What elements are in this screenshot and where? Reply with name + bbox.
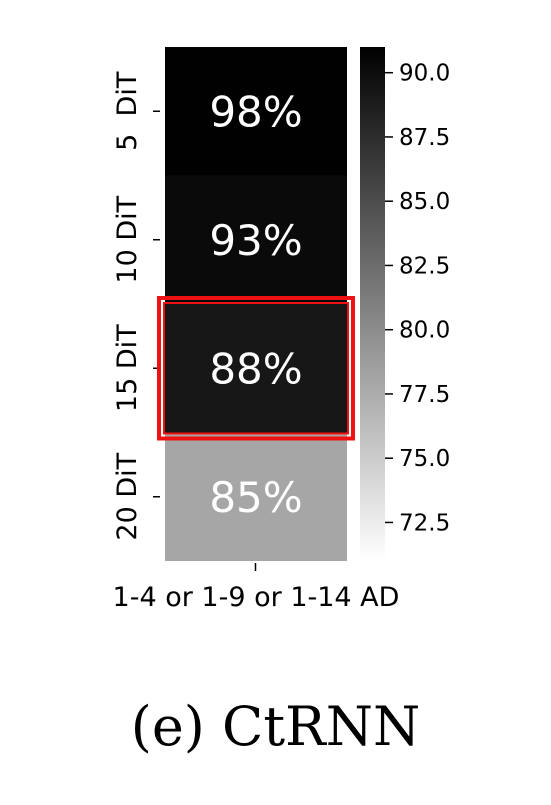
colorbar-tick-label: 82.5 [399, 253, 450, 279]
cell-annotation: 98% [209, 87, 302, 136]
heatmap-cell [165, 304, 347, 433]
heatmap-cell [165, 432, 347, 561]
colorbar-tick-label: 72.5 [399, 510, 450, 536]
highlight-box-inner [163, 302, 349, 435]
y-tick-label: 20 DiT [112, 452, 143, 540]
colorbar-tick-label: 85.0 [399, 189, 450, 215]
y-tick-label: 5 DiT [112, 71, 143, 151]
cell-annotation: 93% [209, 216, 302, 265]
colorbar-tick-label: 77.5 [399, 382, 450, 408]
cell-annotation: 85% [209, 473, 302, 522]
y-tick-label: 15 DiT [112, 324, 143, 412]
colorbar-tick-label: 80.0 [399, 318, 450, 344]
colorbar-tick-label: 75.0 [399, 446, 450, 472]
figure-caption: (e) CtRNN [130, 695, 421, 758]
x-tick-label: 1-4 or 1-9 or 1-14 AD [113, 582, 400, 613]
y-tick-label: 10 DiT [112, 195, 143, 283]
colorbar-tick-label: 87.5 [399, 125, 450, 151]
heatmap-cell [165, 47, 347, 176]
colorbar-tick-label: 90.0 [399, 61, 450, 87]
colorbar [360, 47, 385, 561]
cell-annotation: 88% [209, 344, 302, 393]
heatmap-cell [165, 175, 347, 304]
highlight-box [157, 296, 355, 441]
